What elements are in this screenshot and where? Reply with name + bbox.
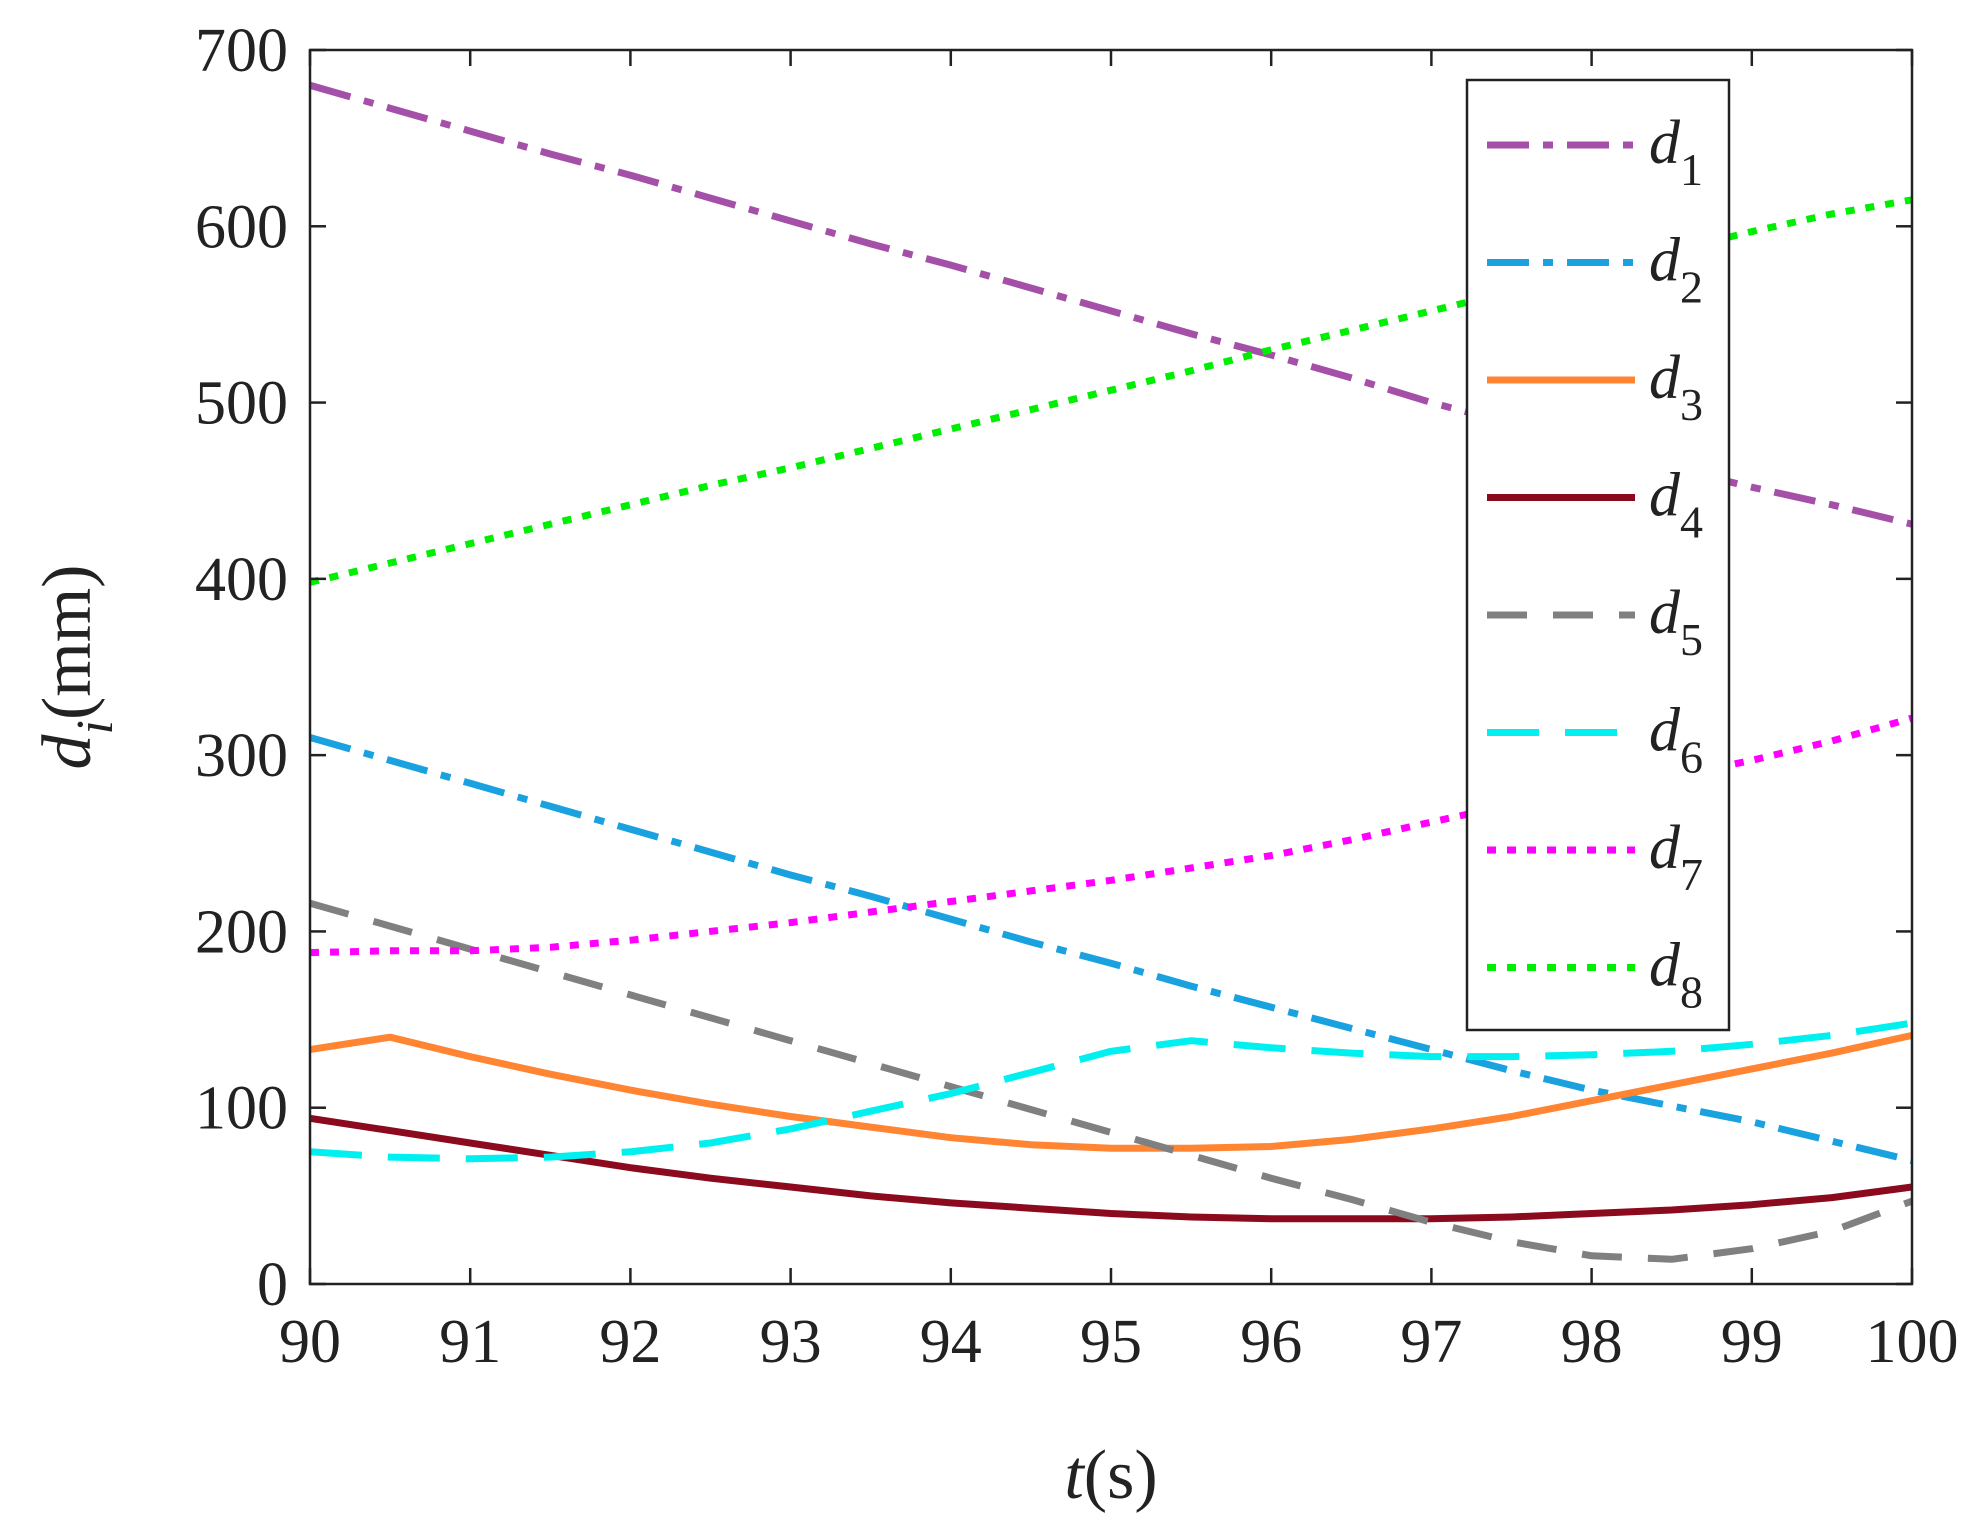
legend-label-d5: d5 [1649,579,1703,665]
y-tick-label: 600 [195,193,288,261]
legend-label-d1: d1 [1649,109,1703,195]
series-line-d6 [310,1019,1912,1163]
x-tick-label: 96 [1240,1308,1302,1376]
series-line-d2 [310,734,1912,1165]
x-axis-label: t(s) [1064,1437,1157,1514]
y-tick-label: 400 [195,546,288,614]
series-line-d3 [310,1031,1912,1152]
y-tick-label: 0 [257,1251,288,1319]
series-line-d5 [310,899,1912,1263]
x-tick-label: 97 [1400,1308,1462,1376]
y-tick-label: 700 [195,17,288,85]
legend-label-d3: d3 [1649,344,1703,430]
legend-box [1465,78,1731,1032]
legend-label-d6: d6 [1649,697,1703,783]
axes-layer: 90 91 92 93 94 95 96 97 98 99 100 0 100 200 300 400 500 6… [29,17,1959,1514]
series-line-d8 [310,196,1912,586]
y-tick-label: 500 [195,370,288,438]
x-tick-label: 95 [1080,1308,1142,1376]
legend-label-d8: d8 [1649,932,1703,1018]
y-tick-label: 300 [195,722,288,790]
legend: d1 d2 d3 d4 d5 d6 d7 d8 [1465,78,1731,1032]
legend-label-d2: d2 [1649,227,1703,313]
x-tick-label: 100 [1866,1308,1959,1376]
y-tick-label: 200 [195,898,288,966]
legend-label-d7: d7 [1649,814,1703,900]
x-tick-label: 98 [1561,1308,1623,1376]
y-tick-label: 100 [195,1075,288,1143]
series-line-d4 [310,1114,1912,1223]
x-tick-label: 92 [599,1308,661,1376]
legend-label-d4: d4 [1649,462,1703,548]
x-tick-label: 90 [279,1308,341,1376]
x-tick-label: 93 [760,1308,822,1376]
x-tick-label: 99 [1721,1308,1783,1376]
y-axis-label: di(mm) [29,565,124,770]
x-tick-label: 91 [439,1308,501,1376]
x-tick-label: 94 [920,1308,982,1376]
